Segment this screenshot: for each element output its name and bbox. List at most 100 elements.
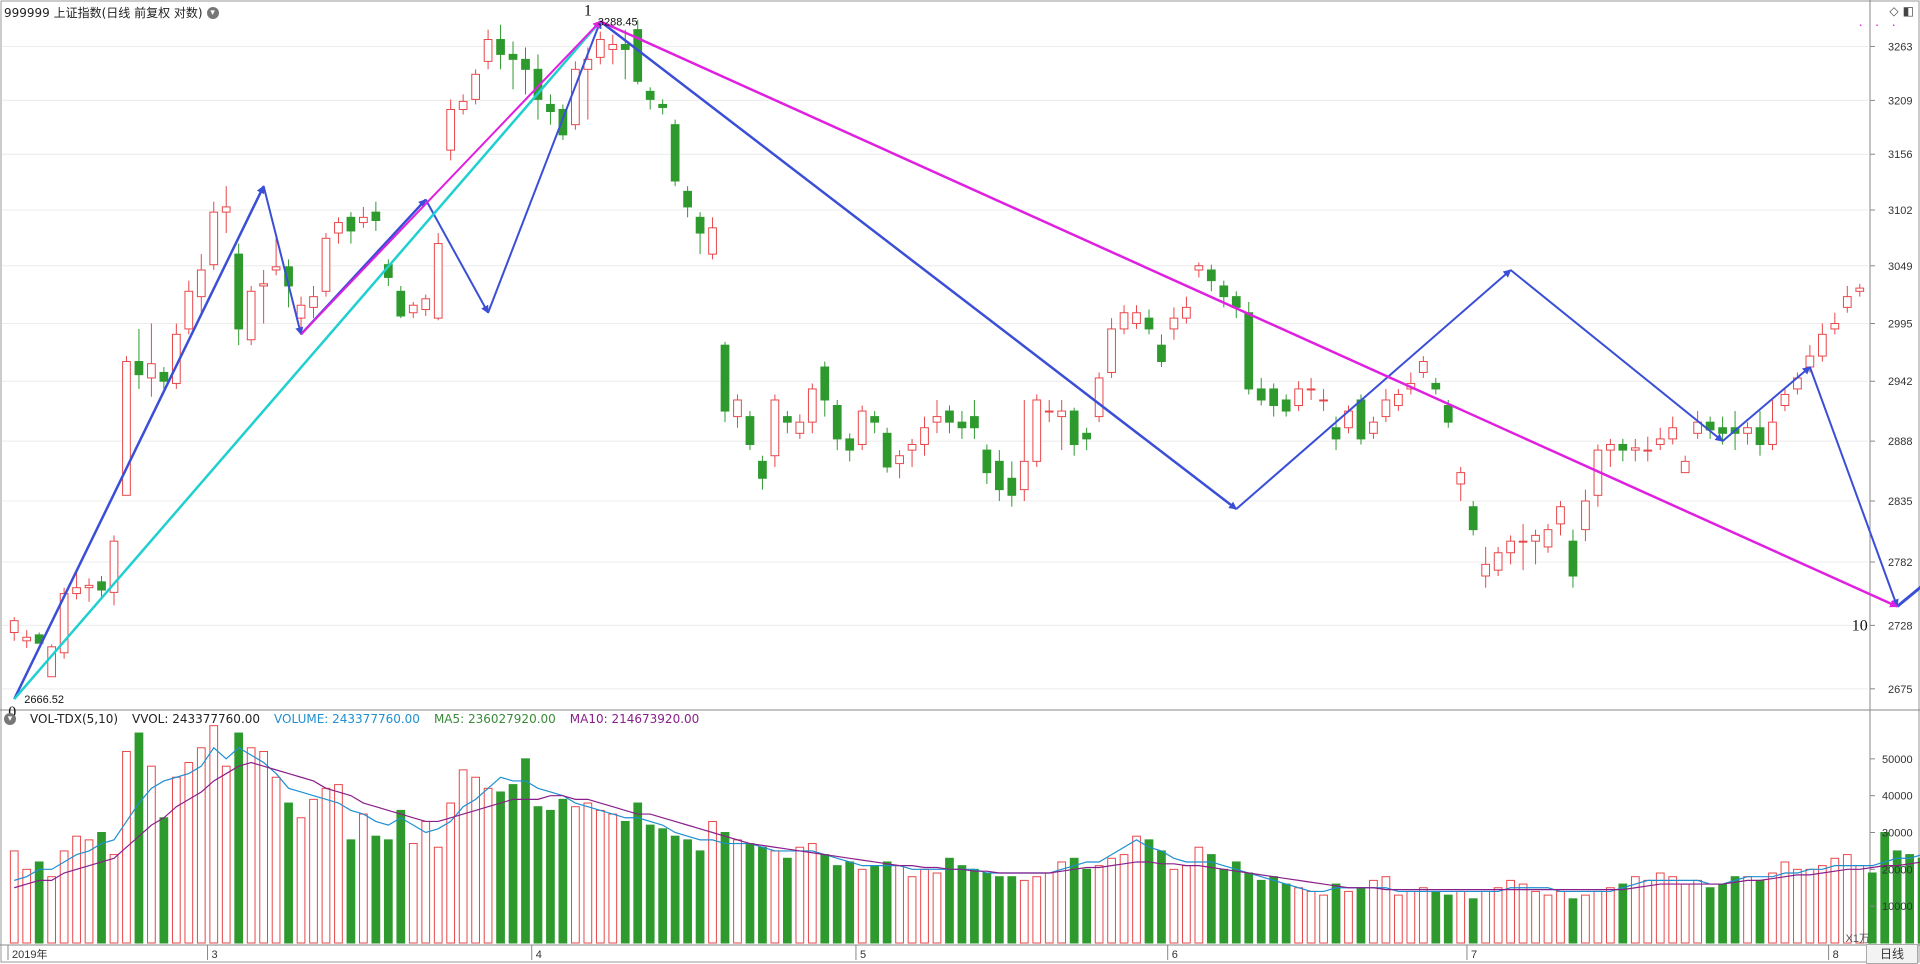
volume-bar	[246, 747, 256, 944]
candle-body	[1144, 317, 1154, 330]
volume-bar	[1668, 876, 1678, 944]
candle-body	[546, 103, 555, 113]
volume-bar	[1905, 854, 1915, 944]
candle-body	[807, 388, 817, 423]
volume-bar	[59, 850, 69, 944]
diamond-icon[interactable]: ◇	[1889, 4, 1899, 18]
candle-body	[1194, 265, 1204, 271]
volume-bar	[1780, 861, 1790, 944]
date-tick-label: 7	[1471, 949, 1477, 961]
volume-bar	[1007, 876, 1017, 944]
chevron-down-icon[interactable]: ▾	[4, 713, 16, 725]
volume-bar	[1568, 898, 1578, 944]
volume-bar	[1356, 887, 1366, 944]
volume-bar	[1830, 857, 1840, 944]
volume-tick-label: 40000	[1882, 791, 1913, 803]
candle-body	[1244, 312, 1254, 390]
top-right-toolbar: ◇ ◧	[1889, 4, 1914, 18]
chart-title: 999999 上证指数(日线 前复权 对数)	[4, 6, 203, 20]
volume-bar	[1406, 890, 1416, 944]
volume-bar	[196, 747, 206, 944]
price-tick-label: 2675	[1888, 684, 1912, 696]
volume-bar	[1144, 839, 1154, 944]
volume-bar	[1344, 890, 1353, 944]
candle-body	[496, 39, 505, 55]
volume-bar	[34, 861, 44, 944]
volume-bar	[1157, 850, 1166, 944]
candle-body	[446, 108, 456, 151]
candle-body	[59, 593, 69, 654]
candle-body	[22, 636, 32, 642]
chart-header: 999999 上证指数(日线 前复权 对数) ▾	[4, 4, 219, 21]
volume-bar	[1867, 872, 1877, 944]
volume-bar	[620, 820, 630, 944]
wave-line	[1808, 366, 1899, 608]
panel-icon[interactable]: ◧	[1902, 4, 1914, 18]
volume-bar	[321, 787, 331, 944]
volume-bar	[1793, 868, 1802, 944]
candle-body	[932, 416, 942, 423]
volume-bar	[571, 806, 580, 944]
volume-bar	[1506, 879, 1515, 944]
candle-body	[1855, 287, 1865, 292]
volume-bar	[583, 802, 593, 944]
volume-bar	[1269, 876, 1279, 944]
volume-bar	[782, 857, 792, 944]
price-tick-label: 3156	[1888, 149, 1912, 161]
wave-line	[487, 20, 602, 314]
volume-bar	[945, 857, 954, 944]
volume-bar	[1917, 857, 1920, 944]
candle-body	[159, 371, 169, 382]
date-tick-label: 8	[1833, 949, 1839, 961]
wave-lines	[13, 20, 1920, 700]
candle-body	[1606, 443, 1615, 451]
period-selector[interactable]: 日线	[1866, 944, 1918, 964]
volume-bar	[1842, 854, 1852, 944]
volume-tick-label: 30000	[1882, 828, 1913, 840]
candle-body	[1418, 361, 1428, 373]
volume-bar	[1069, 857, 1079, 944]
volume-bar	[795, 846, 805, 944]
volume-bar	[733, 839, 742, 944]
volume-bar	[97, 832, 106, 944]
volume-bar	[932, 872, 942, 944]
candle-body	[1830, 323, 1840, 330]
volume-bar	[1768, 872, 1777, 944]
volume-bar	[1281, 883, 1291, 944]
candle-body	[1780, 393, 1790, 407]
candle-body	[309, 296, 318, 308]
volume-bar	[1880, 832, 1890, 944]
price-tick-label: 2728	[1888, 620, 1912, 632]
candle-body	[1643, 449, 1653, 452]
volume-bar	[221, 765, 231, 944]
wave-line	[1235, 269, 1512, 510]
volume-bar	[1231, 861, 1241, 944]
candle-body	[1356, 399, 1366, 440]
candle-body	[1743, 427, 1752, 434]
volume-bar	[807, 843, 817, 944]
volume-bar	[471, 776, 480, 944]
volume-bar	[1044, 872, 1054, 944]
more-dots[interactable]: · · ·	[1858, 16, 1900, 32]
candle-body	[1069, 410, 1079, 445]
candle-body	[122, 361, 131, 496]
volume-bar	[708, 820, 717, 944]
volume-bar	[970, 868, 979, 944]
volume-bar	[1394, 894, 1403, 944]
volume-bar	[1182, 865, 1191, 944]
price-tick-label: 2995	[1888, 319, 1912, 331]
annotation-label: 3288.45	[598, 16, 638, 28]
volume-bar	[1606, 887, 1615, 944]
annotation-label: 0	[8, 704, 16, 721]
volume-bar	[1094, 865, 1104, 944]
volume-bar	[1107, 857, 1116, 944]
volume-bar	[334, 784, 343, 944]
chevron-down-icon[interactable]: ▾	[206, 6, 219, 19]
volume-bar	[1456, 890, 1466, 944]
volume-bar	[521, 758, 530, 944]
candle-body	[1082, 432, 1092, 440]
volume-bar	[820, 854, 830, 944]
volume-bar	[109, 854, 119, 944]
